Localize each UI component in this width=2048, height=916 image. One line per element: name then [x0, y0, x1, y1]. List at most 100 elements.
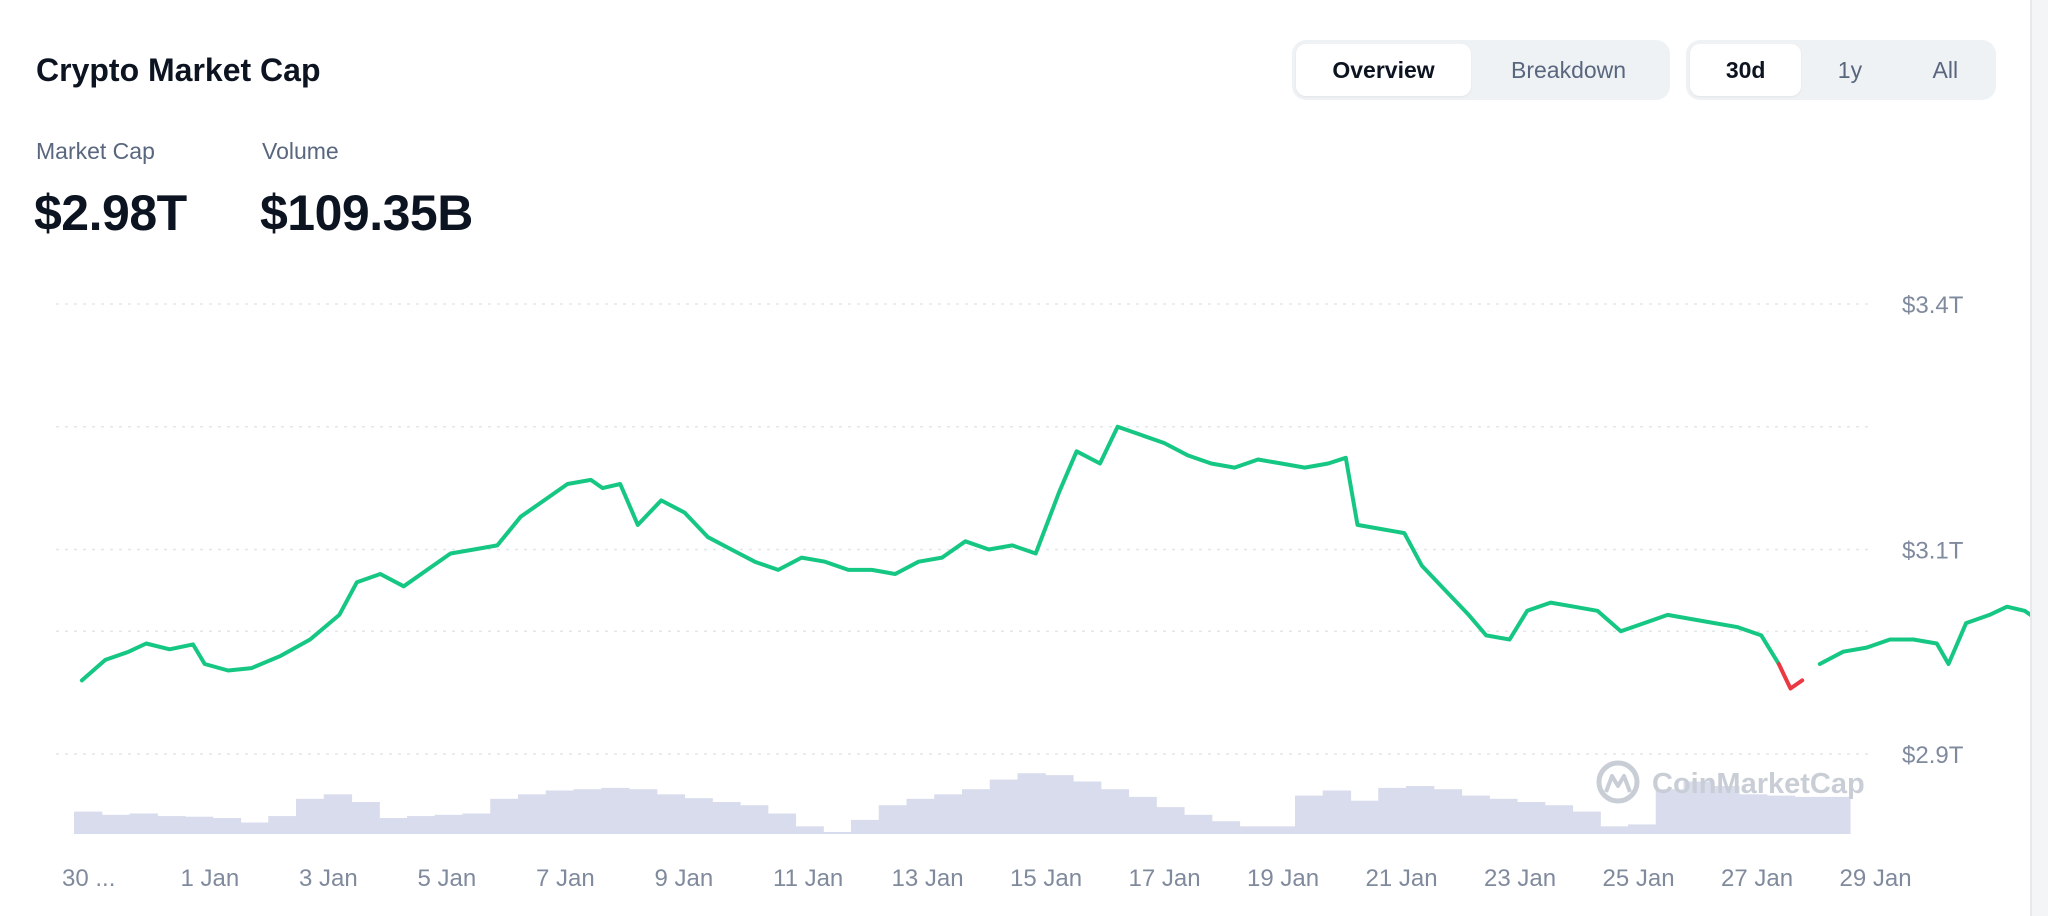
volume-bar: [1433, 789, 1463, 834]
volume-bar: [851, 819, 880, 834]
volume-bar: [1822, 796, 1851, 834]
volume-bar: [1378, 787, 1407, 834]
y-tick-label: $3.1T: [1902, 537, 1964, 564]
market-cap-chart: CoinMarketCap $3.4T $3.1T $2.9T 30 ... 1 Ja…: [56, 292, 2030, 892]
y-axis-labels: $3.4T $3.1T $2.9T: [1902, 292, 1964, 769]
volume-bar: [1461, 795, 1490, 834]
volume-bar: [240, 822, 269, 834]
volume-bar: [268, 816, 297, 834]
volume-bar: [407, 816, 436, 834]
volume-bar: [434, 814, 464, 834]
volume-bar: [573, 789, 602, 834]
volume-bar: [1184, 814, 1213, 834]
volume-bar: [767, 813, 797, 834]
volume-bar: [212, 818, 242, 834]
volume-bar: [989, 779, 1019, 834]
volume-bar: [878, 805, 908, 834]
page-title: Crypto Market Cap: [36, 52, 321, 88]
volume-bar: [1655, 789, 1685, 834]
volume-bar: [101, 814, 131, 834]
volume-bar: [1600, 826, 1629, 834]
y-tick-label: $2.9T: [1902, 742, 1964, 769]
range-30d[interactable]: 30d: [1690, 44, 1802, 96]
volume-bar: [1350, 800, 1379, 834]
x-tick-label: 30 ...: [62, 865, 115, 892]
volume-bar: [1517, 802, 1546, 834]
volume-bar: [823, 832, 852, 834]
volume-bar: [74, 811, 103, 834]
series-line-down: [1776, 662, 1805, 691]
x-tick-label: 21 Jan: [1366, 865, 1438, 892]
volume-bar: [1211, 821, 1241, 834]
x-tick-label: 29 Jan: [1840, 865, 1912, 892]
volume-bar: [656, 794, 686, 834]
volume-value: $109.35B: [260, 185, 473, 241]
series-line: [79, 424, 1781, 683]
volume-bar: [518, 794, 547, 834]
volume-bar: [462, 813, 491, 834]
x-tick-label: 3 Jan: [299, 865, 358, 892]
volume-bar: [1794, 796, 1823, 834]
x-tick-label: 13 Jan: [892, 865, 964, 892]
x-tick-label: 19 Jan: [1247, 865, 1319, 892]
volume-bar: [684, 798, 713, 834]
volume-bar: [545, 790, 575, 834]
chart-series: [79, 424, 2030, 691]
volume-bar: [1156, 807, 1185, 834]
market-cap-label: Market Cap: [36, 138, 155, 164]
volume-bar: [906, 798, 935, 834]
volume-bar: [1322, 790, 1352, 834]
volume-bar: [296, 798, 325, 834]
volume-bar: [1711, 786, 1740, 834]
volume-bar: [1295, 795, 1324, 834]
x-tick-label: 7 Jan: [536, 865, 595, 892]
volume-bar: [1100, 789, 1130, 834]
volume-bar: [934, 794, 963, 834]
volume-bar: [740, 805, 769, 834]
x-tick-label: 1 Jan: [181, 865, 240, 892]
volume-bar: [490, 798, 519, 834]
volume-bar: [1239, 826, 1268, 834]
volume-bar: [129, 813, 158, 834]
volume-bar: [629, 789, 658, 834]
volume-bar: [1489, 798, 1518, 834]
volume-bar: [1683, 781, 1712, 834]
watermark: CoinMarketCap: [1596, 760, 1865, 804]
volume-bar: [712, 802, 741, 834]
volume-bar: [795, 826, 824, 834]
volume-label: Volume: [262, 138, 339, 164]
volume-bar: [1045, 775, 1074, 834]
market-cap-value: $2.98T: [34, 185, 187, 241]
x-tick-label: 5 Jan: [418, 865, 477, 892]
range-1y[interactable]: 1y: [1837, 56, 1863, 83]
tab-breakdown[interactable]: Breakdown: [1510, 56, 1627, 83]
logo-mark: [1604, 774, 1632, 793]
y-tick-label: $3.4T: [1902, 292, 1964, 319]
tab-overview[interactable]: Overview: [1296, 44, 1472, 96]
x-tick-label: 23 Jan: [1484, 865, 1556, 892]
volume-bar: [1128, 796, 1157, 834]
volume-bar: [1406, 786, 1435, 834]
volume-bar: [1628, 824, 1657, 834]
volume-bar: [1073, 781, 1102, 834]
coinmarketcap-logo-icon: [1596, 760, 1640, 804]
volume-bar: [1267, 826, 1296, 834]
series-line: [1817, 604, 2030, 666]
x-tick-label: 27 Jan: [1721, 865, 1793, 892]
volume-bars: [74, 773, 1851, 834]
volume-bar: [1544, 805, 1574, 834]
volume-bar: [1766, 795, 1796, 834]
x-tick-label: 15 Jan: [1010, 865, 1082, 892]
view-toggle: Overview Breakdown: [1292, 40, 1670, 100]
x-tick-label: 11 Jan: [773, 865, 843, 892]
volume-bar: [323, 794, 353, 834]
x-axis-labels: 30 ... 1 Jan 3 Jan 5 Jan 7 Jan 9 Jan 11 Jan 13 …: [62, 865, 1912, 892]
volume-bar: [157, 816, 186, 834]
volume-bar: [601, 787, 630, 834]
watermark-text: CoinMarketCap: [1652, 768, 1865, 800]
volume-bar: [1017, 773, 1046, 834]
volume-bar: [1572, 811, 1601, 834]
x-tick-label: 25 Jan: [1603, 865, 1675, 892]
volume-bar: [1739, 794, 1768, 834]
range-all[interactable]: All: [1932, 56, 1959, 83]
